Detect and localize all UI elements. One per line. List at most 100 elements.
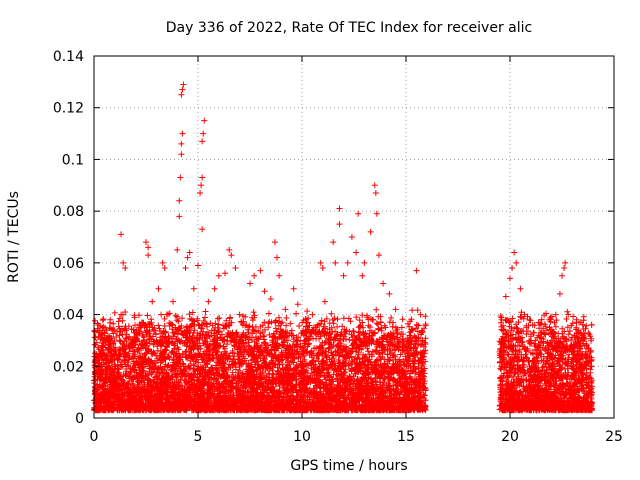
data-point: [521, 311, 528, 318]
data-point: [163, 311, 170, 318]
data-point: [138, 319, 145, 326]
data-point: [559, 272, 565, 279]
data-point: [359, 272, 366, 279]
data-point: [195, 262, 201, 269]
data-point: [571, 332, 578, 339]
data-point: [562, 259, 569, 266]
data-point: [199, 226, 206, 233]
data-point: [176, 197, 183, 204]
data-point: [507, 275, 513, 282]
data-point: [303, 316, 310, 323]
data-point: [375, 252, 382, 259]
data-point: [276, 272, 283, 279]
data-point: [353, 249, 360, 256]
y-tick-label: 0.06: [53, 256, 84, 272]
data-point: [372, 190, 379, 197]
y-tick-label: 0.04: [53, 308, 84, 324]
data-point: [361, 259, 368, 266]
data-point: [546, 324, 553, 331]
x-tick-label: 20: [501, 429, 519, 445]
data-point: [251, 272, 258, 279]
y-tick-labels: 0 0.02 0.04 0.06 0.08 0.1 0.12 0.14: [53, 49, 84, 427]
data-point: [336, 221, 343, 228]
data-point: [511, 249, 518, 256]
data-point: [95, 360, 102, 367]
data-point: [577, 337, 584, 344]
data-point: [149, 298, 156, 305]
data-point: [118, 231, 125, 238]
data-point: [274, 254, 281, 261]
data-point: [198, 182, 205, 189]
data-point: [556, 290, 563, 297]
data-point: [517, 285, 524, 292]
data-point: [417, 311, 424, 318]
data-point: [201, 117, 208, 124]
data-point: [159, 259, 166, 266]
data-point: [509, 265, 516, 272]
data-point: [200, 130, 207, 137]
data-point: [122, 308, 129, 315]
data-point: [498, 316, 505, 323]
y-tick-label: 0.08: [53, 204, 84, 220]
data-point: [348, 234, 355, 240]
x-tick-label: 25: [605, 429, 623, 445]
data-point: [179, 130, 186, 137]
data-point: [122, 265, 129, 272]
data-point: [380, 280, 387, 287]
axis-ticks: [93, 55, 615, 419]
data-point: [205, 298, 212, 305]
data-point: [565, 311, 572, 318]
y-tick-label: 0: [75, 411, 84, 427]
y-tick-label: 0.02: [53, 359, 84, 375]
data-point: [309, 311, 316, 318]
data-point: [330, 239, 337, 246]
data-point: [215, 272, 222, 279]
data-point: [199, 138, 206, 145]
data-point: [178, 91, 185, 98]
data-point: [222, 270, 229, 277]
data-point: [170, 298, 177, 305]
data-point: [317, 259, 324, 266]
data-point: [386, 290, 393, 297]
data-point: [282, 306, 289, 313]
data-point: [226, 246, 233, 253]
data-point: [552, 311, 559, 318]
data-point: [398, 324, 405, 331]
x-axis-label: GPS time / hours: [290, 458, 407, 474]
data-point: [145, 244, 152, 251]
data-point: [111, 352, 118, 359]
data-point: [232, 265, 239, 272]
data-point: [367, 228, 374, 235]
data-point: [257, 267, 264, 274]
y-tick-label: 0.12: [53, 101, 84, 117]
data-point: [155, 285, 162, 292]
data-point: [332, 259, 339, 266]
data-point: [176, 213, 183, 220]
data-point: [199, 174, 206, 181]
data-point: [211, 285, 218, 292]
data-point: [413, 267, 420, 274]
data-point: [319, 265, 326, 272]
data-point: [190, 285, 197, 292]
data-point: [271, 239, 278, 246]
data-point: [174, 246, 181, 253]
data-points: [91, 81, 596, 414]
data-point: [502, 293, 509, 300]
data-point: [161, 265, 168, 272]
data-point: [228, 252, 235, 259]
data-point: [132, 337, 139, 344]
data-point: [247, 280, 253, 287]
data-point: [321, 298, 328, 305]
data-point: [355, 210, 362, 217]
data-point: [179, 86, 186, 93]
data-point: [290, 285, 297, 292]
data-point: [407, 337, 414, 344]
data-point: [99, 342, 106, 349]
data-point: [340, 272, 347, 279]
data-point: [180, 81, 187, 88]
data-point: [178, 151, 185, 158]
data-point: [186, 249, 193, 256]
data-point: [534, 350, 541, 357]
data-point: [261, 288, 268, 295]
